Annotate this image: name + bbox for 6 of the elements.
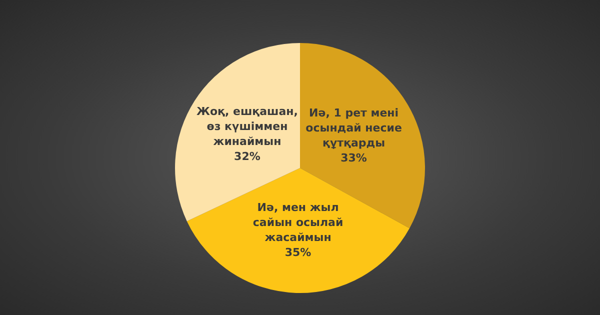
data-label: 33% — [340, 152, 367, 165]
slice-label: Жоқ, ешқашан, өз күшіммен жинаймын — [196, 104, 298, 148]
data-label: 35% — [284, 246, 312, 259]
slice-label: Иә, 1 рет мені осындай несие құтқарды — [306, 106, 402, 150]
data-label: 32% — [234, 150, 260, 163]
slice-label: Иә, мен жыл сайын осылай жасаймын — [252, 200, 344, 244]
